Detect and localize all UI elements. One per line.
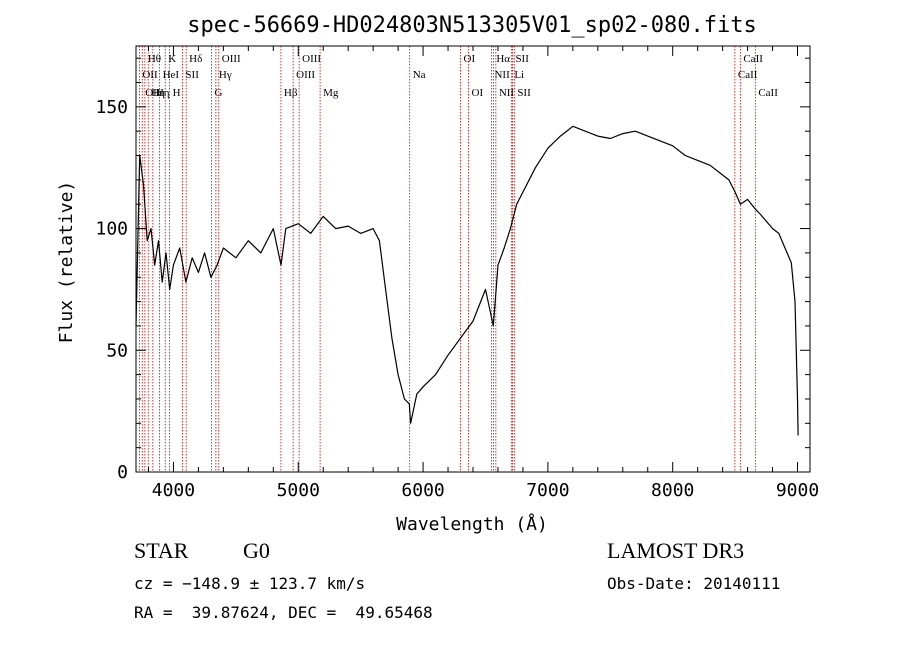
line-label-6: K	[168, 53, 176, 65]
x-tick-label-8000: 8000	[651, 480, 694, 501]
line-label-17: Na	[413, 69, 426, 81]
line-label-7: H	[173, 87, 181, 99]
chart-title: spec-56669-HD024803N513305V01_sp02-080.f…	[187, 13, 757, 38]
line-label-4: Hη	[156, 87, 170, 99]
line-label-25: SII	[517, 87, 531, 99]
line-label-22: NII	[499, 87, 515, 99]
line-label-24: SII	[515, 53, 529, 65]
x-tick-label-4000: 4000	[152, 480, 195, 501]
survey-name: LAMOST DR3	[607, 538, 745, 563]
y-tick-label-50: 50	[106, 340, 128, 361]
line-label-23: Li	[514, 69, 524, 81]
x-tick-label-5000: 5000	[277, 480, 320, 501]
line-label-18: OI	[464, 53, 476, 65]
object-subclass: G0	[243, 538, 270, 563]
y-axis-ticks: 0 50 100 150	[95, 57, 810, 483]
object-class: STAR	[134, 538, 189, 563]
y-tick-label-0: 0	[117, 462, 128, 483]
line-label-10: G	[215, 87, 223, 99]
observation-date: Obs-Date: 20140111	[607, 574, 781, 593]
x-axis-label: Wavelength (Å)	[396, 513, 548, 535]
line-label-9: Hδ	[189, 53, 202, 65]
plot-frame	[135, 45, 811, 473]
line-label-0: OII	[142, 69, 158, 81]
line-label-13: Hβ	[284, 87, 298, 99]
line-label-16: Mg	[323, 87, 339, 99]
spectrum-line	[135, 125, 799, 436]
x-axis-ticks: 4000 5000 6000 7000 8000 9000	[147, 46, 819, 501]
spectral-line-markers	[138, 46, 756, 472]
line-label-28: CaII	[758, 87, 778, 99]
y-axis-label: Flux (relative)	[56, 181, 77, 344]
line-label-12: OIII	[222, 53, 241, 65]
line-label-3: Hη	[151, 87, 165, 99]
line-label-27: CaII	[743, 53, 763, 65]
redshift-velocity: cz = −148.9 ± 123.7 km/s	[134, 574, 366, 593]
line-label-1: OII	[145, 87, 161, 99]
x-tick-label-9000: 9000	[776, 480, 819, 501]
line-label-5: HeI	[163, 69, 180, 81]
line-label-2: Hθ	[148, 53, 161, 65]
line-label-14: OIII	[296, 69, 315, 81]
sky-coordinates: RA = 39.87624, DEC = 49.65468	[134, 603, 433, 622]
line-label-15: OIII	[302, 53, 321, 65]
line-label-21: Hα	[496, 53, 510, 65]
y-tick-label-100: 100	[95, 219, 128, 240]
line-label-20: NII	[494, 69, 510, 81]
x-tick-label-7000: 7000	[526, 480, 569, 501]
x-tick-label-6000: 6000	[401, 480, 444, 501]
y-tick-label-150: 150	[95, 97, 128, 118]
line-label-19: OI	[472, 87, 484, 99]
line-label-8: SII	[185, 69, 199, 81]
line-label-11: Hγ	[219, 69, 232, 81]
line-label-26: CaII	[738, 69, 758, 81]
